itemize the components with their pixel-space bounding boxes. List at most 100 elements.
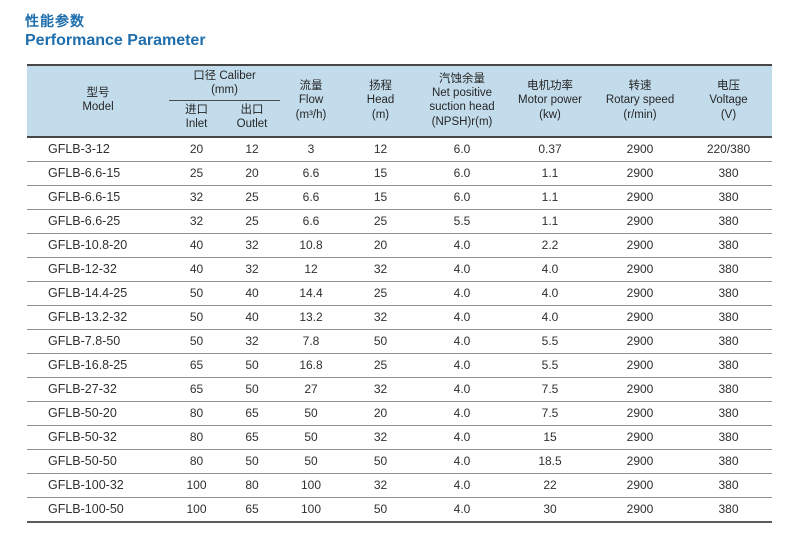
voltage-cell: 380 <box>685 473 773 498</box>
rotary-speed-cell: 2900 <box>595 281 686 306</box>
table-row: GFLB-50-50 80 50 50 50 4.0 18.5 2900 380 <box>27 449 773 474</box>
motor-power-cell: 1.1 <box>505 209 596 234</box>
motor-power-cell: 0.37 <box>505 136 596 162</box>
model-cell: GFLB-100-32 <box>27 473 169 498</box>
motor-power-cell: 18.5 <box>505 449 596 474</box>
rotary-speed-cell: 2900 <box>595 136 686 162</box>
head-cell: 50 <box>342 449 420 474</box>
voltage-cell: 380 <box>685 353 773 378</box>
head-cell: 32 <box>342 473 420 498</box>
outlet-cell: 32 <box>224 329 281 354</box>
rotary-speed-cell: 2900 <box>595 401 686 426</box>
inlet-cell: 40 <box>169 233 224 258</box>
outlet-cell: 80 <box>224 473 281 498</box>
voltage-cell: 380 <box>685 209 773 234</box>
outlet-cell: 50 <box>224 377 281 402</box>
section-title-en: Performance Parameter <box>25 32 206 49</box>
section-title-zh: 性能参数 <box>25 13 85 29</box>
col-header-outlet: 出口 Outlet <box>224 100 281 138</box>
rotary-speed-cell: 2900 <box>595 377 686 402</box>
inlet-cell: 50 <box>169 329 224 354</box>
rotary-speed-cell: 2900 <box>595 185 686 210</box>
npsh-cell: 4.0 <box>419 353 506 378</box>
rotary-speed-cell: 2900 <box>595 425 686 450</box>
inlet-cell: 50 <box>169 281 224 306</box>
table-row: GFLB-6.6-15 25 20 6.6 15 6.0 1.1 2900 380 <box>27 161 773 186</box>
inlet-cell: 80 <box>169 449 224 474</box>
npsh-cell: 4.0 <box>419 233 506 258</box>
col-header-voltage: 电压 Voltage (V) <box>685 65 773 138</box>
head-cell: 50 <box>342 497 420 523</box>
head-cell: 32 <box>342 257 420 282</box>
npsh-cell: 4.0 <box>419 377 506 402</box>
inlet-cell: 65 <box>169 353 224 378</box>
model-cell: GFLB-50-20 <box>27 401 169 426</box>
outlet-cell: 65 <box>224 497 281 523</box>
inlet-cell: 20 <box>169 136 224 162</box>
flow-cell: 16.8 <box>280 353 343 378</box>
model-cell: GFLB-14.4-25 <box>27 281 169 306</box>
outlet-cell: 20 <box>224 161 281 186</box>
voltage-cell: 380 <box>685 329 773 354</box>
rotary-speed-cell: 2900 <box>595 497 686 523</box>
npsh-cell: 4.0 <box>419 497 506 523</box>
rotary-speed-cell: 2900 <box>595 353 686 378</box>
table-body: GFLB-3-12 20 12 3 12 6.0 0.37 2900 220/380 GFLB-6… <box>27 136 773 523</box>
voltage-cell: 380 <box>685 425 773 450</box>
inlet-cell: 80 <box>169 425 224 450</box>
model-cell: GFLB-6.6-25 <box>27 209 169 234</box>
outlet-cell: 40 <box>224 305 281 330</box>
rotary-speed-cell: 2900 <box>595 449 686 474</box>
npsh-cell: 4.0 <box>419 305 506 330</box>
npsh-cell: 4.0 <box>419 449 506 474</box>
npsh-cell: 4.0 <box>419 257 506 282</box>
head-cell: 50 <box>342 329 420 354</box>
rotary-speed-cell: 2900 <box>595 161 686 186</box>
outlet-cell: 12 <box>224 136 281 162</box>
table-row: GFLB-7.8-50 50 32 7.8 50 4.0 5.5 2900 380 <box>27 329 773 354</box>
table-header: 型号 Model 口径 Caliber (mm) 流量 Flow (m³/h) … <box>27 65 773 138</box>
motor-power-cell: 15 <box>505 425 596 450</box>
col-header-caliber: 口径 Caliber (mm) <box>169 65 281 101</box>
performance-parameter-table: 型号 Model 口径 Caliber (mm) 流量 Flow (m³/h) … <box>27 64 773 523</box>
table-row: GFLB-50-32 80 65 50 32 4.0 15 2900 380 <box>27 425 773 450</box>
motor-power-cell: 1.1 <box>505 185 596 210</box>
model-cell: GFLB-100-50 <box>27 497 169 523</box>
voltage-cell: 380 <box>685 161 773 186</box>
table-row: GFLB-13.2-32 50 40 13.2 32 4.0 4.0 2900 380 <box>27 305 773 330</box>
rotary-speed-cell: 2900 <box>595 209 686 234</box>
head-cell: 32 <box>342 425 420 450</box>
table-row: GFLB-6.6-25 32 25 6.6 25 5.5 1.1 2900 380 <box>27 209 773 234</box>
inlet-cell: 32 <box>169 209 224 234</box>
npsh-cell: 4.0 <box>419 281 506 306</box>
model-cell: GFLB-16.8-25 <box>27 353 169 378</box>
motor-power-cell: 4.0 <box>505 257 596 282</box>
flow-cell: 14.4 <box>280 281 343 306</box>
npsh-cell: 4.0 <box>419 329 506 354</box>
npsh-cell: 6.0 <box>419 136 506 162</box>
table-row: GFLB-16.8-25 65 50 16.8 25 4.0 5.5 2900 380 <box>27 353 773 378</box>
voltage-cell: 380 <box>685 401 773 426</box>
table-row: GFLB-6.6-15 32 25 6.6 15 6.0 1.1 2900 380 <box>27 185 773 210</box>
voltage-cell: 380 <box>685 257 773 282</box>
model-cell: GFLB-7.8-50 <box>27 329 169 354</box>
head-cell: 12 <box>342 136 420 162</box>
flow-cell: 50 <box>280 449 343 474</box>
voltage-cell: 380 <box>685 281 773 306</box>
motor-power-cell: 7.5 <box>505 377 596 402</box>
col-header-inlet: 进口 Inlet <box>169 100 224 138</box>
inlet-cell: 40 <box>169 257 224 282</box>
voltage-cell: 380 <box>685 377 773 402</box>
outlet-cell: 65 <box>224 425 281 450</box>
rotary-speed-cell: 2900 <box>595 305 686 330</box>
head-cell: 25 <box>342 353 420 378</box>
npsh-cell: 4.0 <box>419 473 506 498</box>
model-cell: GFLB-27-32 <box>27 377 169 402</box>
rotary-speed-cell: 2900 <box>595 233 686 258</box>
rotary-speed-cell: 2900 <box>595 257 686 282</box>
motor-power-cell: 22 <box>505 473 596 498</box>
outlet-cell: 50 <box>224 449 281 474</box>
model-cell: GFLB-13.2-32 <box>27 305 169 330</box>
head-cell: 20 <box>342 233 420 258</box>
